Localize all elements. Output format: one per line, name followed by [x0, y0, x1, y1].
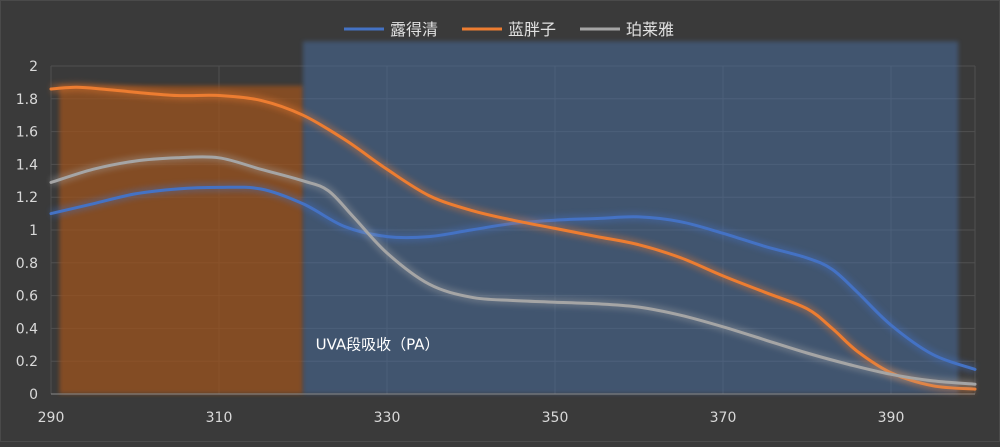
annotations: UVA段吸收（PA） [316, 336, 440, 354]
uvb-band [59, 85, 304, 395]
y-tick-label: 1.4 [16, 157, 38, 173]
series-line-1 [49, 85, 977, 391]
legend-label: 珀莱雅 [626, 20, 674, 39]
y-tick-label: 1.6 [16, 125, 38, 141]
y-tick-label: 1.2 [16, 190, 38, 206]
axes: 0 0.2 0.4 0.6 0.8 1 1.2 1.4 1.6 1.8 2 290 310 330 350 3… [16, 59, 975, 426]
y-tick-label: 0.4 [16, 321, 38, 337]
x-tick-label: 290 [38, 410, 65, 426]
series-line-2 [49, 155, 977, 386]
x-tick-label: 370 [710, 410, 737, 426]
legend: 露得清 蓝胖子 珀莱雅 [344, 20, 674, 39]
x-tick-label: 330 [374, 410, 401, 426]
y-tick-label: 1.8 [16, 92, 38, 108]
region-label: UVA段吸收（PA） [316, 336, 440, 354]
y-tick-label: 0.8 [16, 256, 38, 272]
x-tick-label: 350 [542, 410, 569, 426]
legend-label: 露得清 [390, 20, 438, 39]
y-tick-label: 0 [29, 387, 38, 403]
legend-label: 蓝胖子 [508, 20, 556, 39]
x-tick-label: 310 [206, 410, 233, 426]
highlight-regions [59, 41, 959, 395]
x-tick-label: 390 [878, 410, 905, 426]
y-tick-label: 0.2 [16, 354, 38, 370]
y-tick-label: 0.6 [16, 289, 38, 305]
series-lines [49, 82, 977, 394]
y-tick-label: 1 [29, 223, 38, 239]
y-tick-label: 2 [29, 59, 38, 75]
